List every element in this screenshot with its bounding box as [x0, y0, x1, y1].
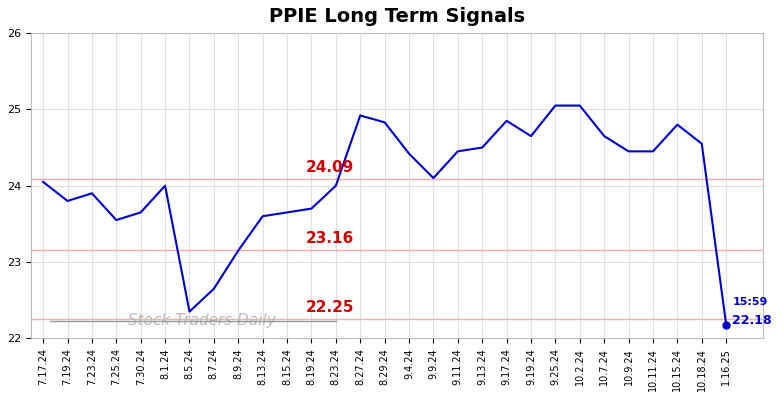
Text: 22.18: 22.18 [732, 314, 772, 326]
Text: Stock Traders Daily: Stock Traders Daily [129, 313, 276, 328]
Title: PPIE Long Term Signals: PPIE Long Term Signals [269, 7, 525, 26]
Text: 22.25: 22.25 [306, 300, 354, 316]
Text: 23.16: 23.16 [306, 231, 354, 246]
Text: 15:59: 15:59 [732, 297, 768, 307]
Text: 24.09: 24.09 [306, 160, 354, 175]
